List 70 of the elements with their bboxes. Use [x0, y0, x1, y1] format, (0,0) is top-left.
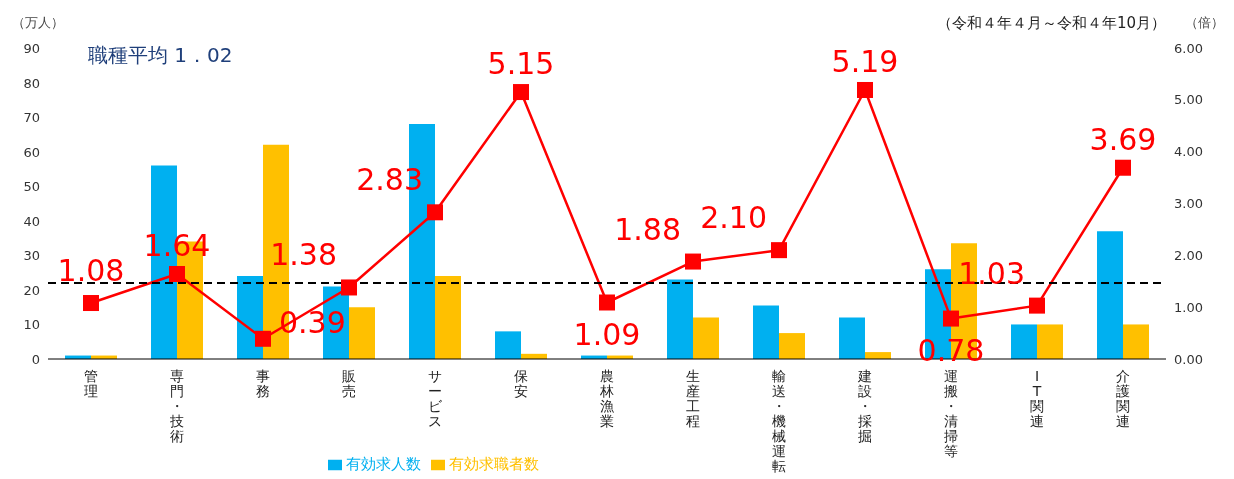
point: [1029, 297, 1045, 314]
y-tick-label: 90: [23, 41, 40, 56]
y2-tick-label: 5.00: [1174, 92, 1203, 108]
annotation: 職種平均 1．02: [88, 42, 233, 69]
data-label: 3.69: [1089, 121, 1157, 157]
data-label: 1.88: [614, 211, 681, 247]
y-axis-title: （万人）: [12, 14, 64, 32]
y2-tick-label: 2.00: [1174, 247, 1203, 263]
bar: [1097, 231, 1123, 359]
y-tick-label: 20: [23, 282, 40, 298]
y-tick-label: 10: [23, 317, 40, 333]
data-label: 1.08: [57, 253, 125, 289]
chart-subtitle: （令和４年４月～令和４年10月）: [936, 14, 1166, 33]
data-label: 5.19: [831, 43, 899, 79]
bar: [667, 279, 693, 359]
x-tick-label: 保安: [514, 368, 528, 399]
point: [685, 253, 701, 270]
bar: [1037, 324, 1063, 359]
x-tick-label: 事務: [256, 368, 270, 399]
point: [255, 330, 271, 347]
bar: [495, 331, 521, 359]
x-tick-label: IT関連: [1030, 368, 1044, 429]
y-tick-label: 50: [23, 179, 40, 195]
point: [427, 204, 443, 221]
x-tick-label: 管理: [84, 368, 98, 399]
bar: [349, 307, 375, 359]
point: [1115, 159, 1131, 176]
data-label: 0.78: [917, 332, 985, 368]
x-tick-label: 輸送・機械運転: [772, 368, 786, 474]
bar: [839, 317, 865, 359]
x-tick-label: 生産工程: [686, 368, 700, 429]
point: [857, 81, 873, 98]
point: [771, 242, 787, 259]
point: [169, 265, 185, 282]
point: [599, 294, 615, 311]
x-tick-label: 販売: [342, 368, 356, 399]
y2-tick-label: 3.00: [1174, 196, 1203, 212]
data-label: 1.09: [573, 316, 641, 352]
x-tick-label: 運搬・清掃等: [944, 368, 958, 459]
y2-tick-label: 0.00: [1174, 351, 1203, 367]
point: [943, 310, 959, 327]
legend-label: 有効求職者数: [448, 455, 539, 473]
y2-tick-label: 4.00: [1174, 144, 1203, 160]
y-tick-label: 30: [23, 248, 40, 264]
data-label: 5.15: [487, 46, 555, 82]
point: [83, 295, 99, 312]
bar: [779, 333, 805, 359]
point: [341, 279, 357, 296]
bar: [1011, 324, 1037, 359]
y-tick-label: 40: [23, 213, 40, 229]
data-label: 2.10: [700, 200, 767, 236]
x-tick-label: 建設・採掘: [857, 368, 872, 444]
bar: [435, 276, 461, 359]
point: [513, 84, 529, 101]
x-tick-label: サービス: [428, 368, 443, 429]
y2-tick-label: 1.00: [1174, 299, 1203, 315]
y2-tick-label: 6.00: [1174, 40, 1203, 56]
x-tick-label: 農林漁業: [599, 368, 614, 429]
y-tick-label: 60: [23, 144, 40, 160]
y2-axis-title: （倍）: [1185, 14, 1224, 32]
y-tick-label: 0: [31, 352, 40, 367]
data-label: 1.64: [143, 227, 211, 263]
legend-label: 有効求人数: [345, 455, 421, 473]
bar: [753, 305, 779, 359]
x-tick-label: 専門・技術: [169, 368, 184, 444]
y-tick-label: 80: [23, 75, 40, 91]
bar: [693, 317, 719, 359]
y-tick-label: 70: [23, 110, 40, 126]
x-tick-label: 介護関連: [1116, 368, 1130, 429]
bar: [1123, 324, 1149, 359]
